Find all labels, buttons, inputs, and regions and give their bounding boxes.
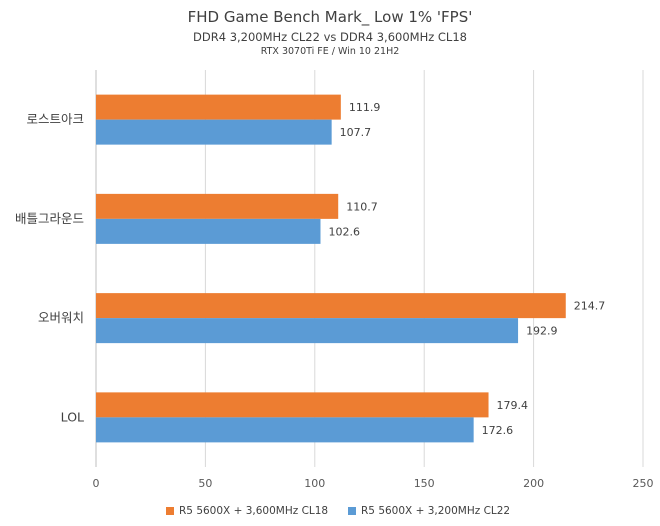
y-category-label: 로스트아크 [26, 112, 84, 127]
data-label: 110.7 [346, 200, 378, 213]
legend-label-series-1: R5 5600X + 3,600MHz CL18 [179, 505, 329, 517]
bar-series-2 [96, 218, 321, 244]
y-category-label: 배틀그라운드 [15, 211, 84, 226]
bar-series-2 [96, 318, 519, 344]
legend: R5 5600X + 3,600MHz CL18 R5 5600X + 3,20… [0, 505, 660, 521]
bar-series-2 [96, 119, 332, 145]
y-category-label: 오버워치 [38, 310, 84, 325]
chart-subtitle-secondary: RTX 3070Ti FE / Win 10 21H2 [260, 46, 400, 57]
legend-swatch-series-1 [166, 507, 174, 515]
bar-series-1 [96, 193, 339, 219]
bar-series-1 [96, 293, 566, 319]
x-tick-label: 100 [304, 477, 325, 490]
data-label: 172.6 [482, 424, 514, 437]
y-category-label: LOL [61, 409, 84, 424]
bar-series-1 [96, 94, 341, 120]
legend-item-series-2: R5 5600X + 3,200MHz CL22 [348, 505, 510, 517]
x-tick-label: 50 [198, 477, 212, 490]
legend-item-series-1: R5 5600X + 3,600MHz CL18 [166, 505, 328, 517]
legend-label-series-2: R5 5600X + 3,200MHz CL22 [361, 505, 511, 517]
x-tick-label: 200 [523, 477, 544, 490]
x-tick-label: 0 [93, 477, 100, 490]
data-label: 214.7 [574, 300, 606, 313]
data-label: 179.4 [497, 399, 529, 412]
chart-title: FHD Game Bench Mark_ Low 1% 'FPS' [187, 8, 473, 26]
data-label: 111.9 [349, 101, 381, 114]
x-tick-label: 150 [414, 477, 435, 490]
x-tick-label: 250 [633, 477, 654, 490]
bar-series-1 [96, 392, 489, 418]
data-label: 107.7 [340, 126, 372, 139]
bar-series-2 [96, 417, 474, 443]
data-label: 192.9 [526, 325, 558, 338]
legend-swatch-series-2 [348, 507, 356, 515]
chart-subtitle: DDR4 3,200MHz CL22 vs DDR4 3,600MHz CL18 [193, 30, 467, 44]
data-label: 102.6 [328, 225, 360, 238]
